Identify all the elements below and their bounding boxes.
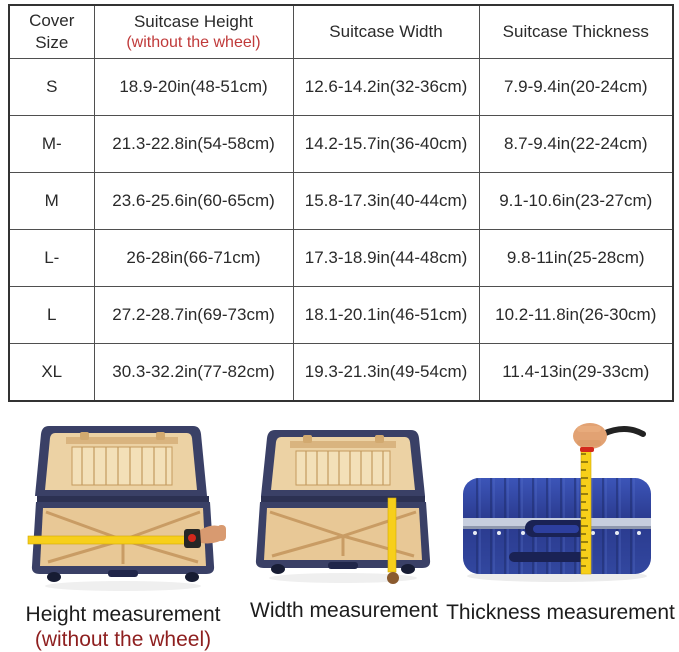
figure-caption: Width measurement [250, 599, 438, 622]
cell-width: 17.3-18.9in(44-48cm) [292, 229, 480, 287]
header-suitcase-width: Suitcase Width [292, 4, 480, 59]
open-suitcase-vertical-tape-photo [255, 430, 431, 584]
cell-size: M- [8, 115, 95, 173]
size-table: Cover Size Suitcase Height (without the … [8, 4, 674, 402]
cell-height: 30.3-32.2in(77-82cm) [93, 343, 294, 402]
header-suitcase-height: Suitcase Height (without the wheel) [93, 4, 294, 59]
bottom-slot [508, 552, 585, 562]
figure-width-measurement: Width measurement [242, 420, 446, 652]
figure-height-measurement: Height measurement (without the wheel) [4, 420, 242, 652]
cell-width: 18.1-20.1in(46-51cm) [292, 286, 480, 344]
figure-caption-block: Thickness measurement [446, 600, 675, 625]
suitcase-lid [261, 430, 425, 496]
figure-subcaption: (without the wheel) [34, 628, 212, 651]
figure-caption-block: Width measurement [242, 598, 446, 623]
cell-size: S [8, 58, 95, 116]
suitcase-base [255, 502, 431, 583]
cell-thickness: 9.8-11in(25-28cm) [478, 229, 674, 287]
cell-thickness: 8.7-9.4in(22-24cm) [478, 115, 674, 173]
cell-height: 26-28in(66-71cm) [93, 229, 294, 287]
tape-measure-horizontal [27, 529, 201, 548]
open-suitcase-horizontal-tape-photo [27, 426, 226, 591]
header-cover-size: Cover Size [8, 4, 95, 59]
cell-height: 18.9-20in(48-51cm) [93, 58, 294, 116]
header-suitcase-thickness: Suitcase Thickness [478, 4, 674, 59]
hand [200, 525, 226, 544]
table-header-row: Cover Size Suitcase Height (without the … [8, 4, 674, 59]
tape-measure-vertical [580, 445, 591, 575]
hand [572, 423, 646, 452]
cell-thickness: 9.1-10.6in(23-27cm) [478, 172, 674, 230]
figure-caption: Thickness measurement [446, 601, 675, 624]
cell-height: 23.6-25.6in(60-65cm) [93, 172, 294, 230]
suitcase-handle [524, 520, 587, 537]
suitcase-hinge [261, 496, 425, 502]
cell-width: 15.8-17.3in(40-44cm) [292, 172, 480, 230]
figure-caption: Height measurement [25, 603, 221, 626]
measurement-figures: Height measurement (without the wheel) [4, 420, 675, 652]
suitcase-lid [35, 426, 207, 496]
figure-caption-block: Height measurement (without the wheel) [4, 602, 242, 652]
table-row-l: L 27.2-28.7in(69-73cm) 18.1-20.1in(46-51… [8, 286, 674, 344]
cell-size: M [8, 172, 95, 230]
cell-size: XL [8, 343, 95, 402]
cell-width: 14.2-15.7in(36-40cm) [292, 115, 480, 173]
table-row-xl: XL 30.3-32.2in(77-82cm) 19.3-21.3in(49-5… [8, 343, 674, 402]
header-suitcase-height-title: Suitcase Height [133, 12, 254, 31]
table-row-l-minus: L- 26-28in(66-71cm) 17.3-18.9in(44-48cm)… [8, 229, 674, 287]
figure-thickness-measurement: Thickness measurement [446, 420, 675, 652]
cell-thickness: 7.9-9.4in(20-24cm) [478, 58, 674, 116]
table-row-s: S 18.9-20in(48-51cm) 12.6-14.2in(32-36cm… [8, 58, 674, 116]
cell-height: 21.3-22.8in(54-58cm) [93, 115, 294, 173]
table-row-m: M 23.6-25.6in(60-65cm) 15.8-17.3in(40-44… [8, 172, 674, 230]
cell-thickness: 11.4-13in(29-33cm) [478, 343, 674, 402]
cell-size: L [8, 286, 95, 344]
cell-height: 27.2-28.7in(69-73cm) [93, 286, 294, 344]
cell-thickness: 10.2-11.8in(26-30cm) [478, 286, 674, 344]
rivets [472, 531, 641, 535]
suitcase-hinge [37, 496, 209, 502]
hardcase-body [462, 478, 651, 574]
cell-size: L- [8, 229, 95, 287]
closed-suitcase-thickness-photo [462, 423, 651, 582]
tape-measure-vertical [387, 497, 399, 584]
cell-width: 12.6-14.2in(32-36cm) [292, 58, 480, 116]
cell-width: 19.3-21.3in(49-54cm) [292, 343, 480, 402]
table-row-m-minus: M- 21.3-22.8in(54-58cm) 14.2-15.7in(36-4… [8, 115, 674, 173]
header-without-wheel-note: (without the wheel) [126, 34, 261, 51]
